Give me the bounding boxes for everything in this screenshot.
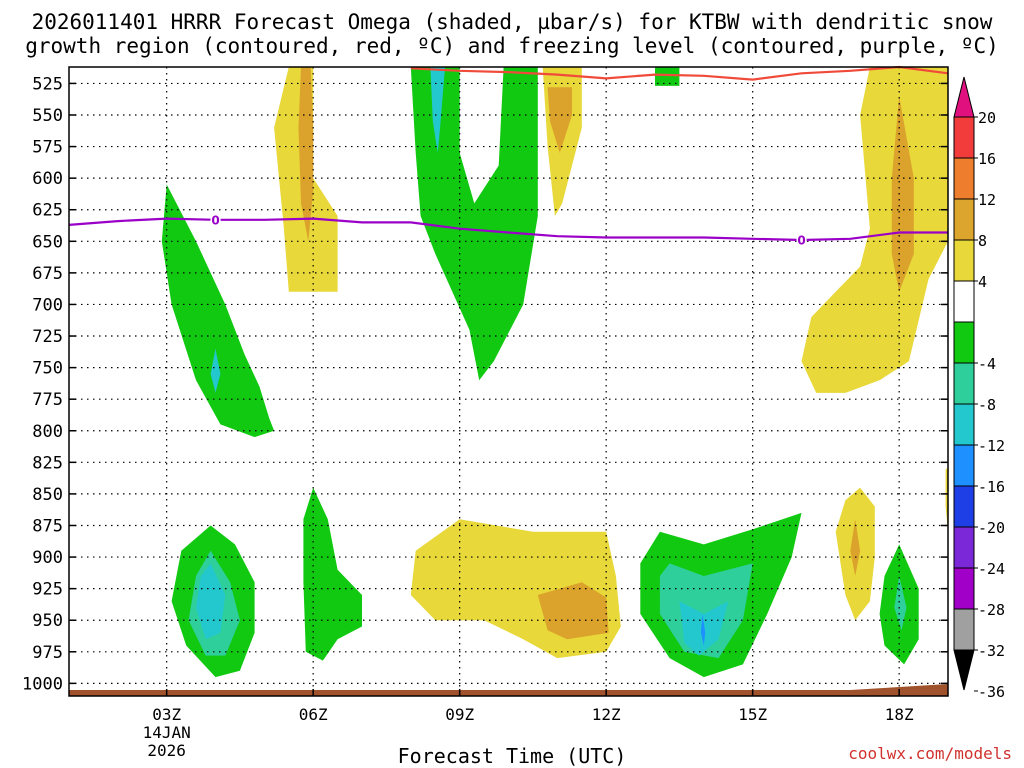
y-tick-label-825: 825: [32, 453, 63, 473]
omega-region-blue-6: [700, 613, 706, 646]
x-year-label: 2026: [147, 741, 186, 760]
omega-region-orange-1: [298, 67, 314, 242]
freezing-level-label-2: 0: [797, 234, 805, 248]
chart-title-line1: 2026011401 HRRR Forecast Omega (shaded, …: [31, 10, 993, 34]
omega-region-green-3: [655, 67, 680, 86]
colorbar-label-12: 12: [978, 191, 996, 209]
colorbar-band--32--28: [953, 567, 975, 610]
x-date-label: 14JAN: [143, 723, 191, 742]
colorbar-band--36--32: [953, 608, 975, 651]
y-tick-label-750: 750: [32, 359, 63, 379]
colorbar-band--8--4: [953, 321, 975, 364]
credit-link[interactable]: coolwx.com/models: [848, 744, 1012, 763]
colorbar-band--12--8: [953, 362, 975, 405]
y-tick-label-525: 525: [32, 74, 63, 94]
ground-surface: [69, 684, 948, 696]
colorbar-label-4: 4: [978, 273, 987, 291]
y-tick-label-950: 950: [32, 611, 63, 631]
y-tick-label-925: 925: [32, 580, 63, 600]
omega-region-green-5: [303, 487, 362, 661]
colorbar-label--8: -8: [978, 396, 996, 414]
omega-region-cyan-2: [430, 67, 445, 153]
omega-region-orange-2: [547, 87, 572, 153]
y-tick-label-850: 850: [32, 485, 63, 505]
colorbar-top-arrow: [953, 76, 975, 118]
omega-region-cyan-1: [210, 348, 221, 393]
freezing-level-line: [68, 217, 948, 242]
colorbar-band-4-8: [953, 239, 975, 282]
x-tick-label-12Z: 12Z: [592, 705, 621, 724]
omega-region-green-2: [410, 67, 538, 381]
y-tick-label-600: 600: [32, 169, 63, 189]
dgz-contour-line: [410, 65, 949, 81]
y-tick-label-875: 875: [32, 516, 63, 536]
y-tick-label-800: 800: [32, 422, 63, 442]
omega-region-green-1: [161, 184, 275, 438]
omega-region-orange-3: [891, 96, 914, 292]
colorbar-band-12-16: [953, 157, 975, 200]
colorbar-label--16: -16: [978, 478, 1005, 496]
colorbar-label--36: -36: [978, 683, 1005, 701]
y-tick-label-975: 975: [32, 643, 63, 663]
y-tick-label-650: 650: [32, 232, 63, 252]
omega-region-teal-7: [894, 576, 907, 631]
y-tick-label-625: 625: [32, 201, 63, 221]
x-tick-label-15Z: 15Z: [738, 705, 767, 724]
colorbar-label-20: 20: [978, 109, 996, 127]
colorbar-label--28: -28: [978, 601, 1005, 619]
y-tick-label-550: 550: [32, 106, 63, 126]
freezing-level-label-1: 0: [211, 213, 219, 227]
y-tick-label-675: 675: [32, 264, 63, 284]
omega-region-orange-4: [537, 582, 609, 640]
colorbar-band-16-20: [953, 116, 975, 159]
colorbar-band-8-12: [953, 198, 975, 241]
x-tick-label-18Z: 18Z: [885, 705, 914, 724]
colorbar-band--4-4: [953, 280, 975, 323]
y-tick-label-575: 575: [32, 138, 63, 158]
colorbar-band--16--12: [953, 403, 975, 446]
colorbar-label-16: 16: [978, 150, 996, 168]
y-tick-label-700: 700: [32, 295, 63, 315]
colorbar-label--24: -24: [978, 560, 1005, 578]
colorbar-band--20--16: [953, 444, 975, 487]
colorbar-label-8: 8: [978, 232, 987, 250]
chart-title-line2: growth region (contoured, red, ºC) and f…: [25, 34, 999, 58]
y-tick-label-725: 725: [32, 327, 63, 347]
colorbar-bottom-arrow: [953, 649, 975, 691]
colorbar-label--12: -12: [978, 437, 1005, 455]
y-tick-label-900: 900: [32, 548, 63, 568]
omega-region-teal-6: [659, 563, 753, 659]
colorbar-band--24--20: [953, 485, 975, 528]
y-tick-label-775: 775: [32, 390, 63, 410]
colorbar-label--32: -32: [978, 642, 1005, 660]
x-tick-label-06Z: 06Z: [299, 705, 328, 724]
omega-region-yellow-3: [801, 67, 948, 393]
x-tick-label-09Z: 09Z: [445, 705, 474, 724]
x-tick-label-03Z: 03Z: [152, 705, 181, 724]
y-tick-label-1000: 1000: [22, 674, 63, 694]
colorbar-label--4: -4: [978, 355, 996, 373]
plot-frame: [68, 66, 949, 697]
omega-region-cyan-4: [196, 563, 226, 640]
x-axis-label: Forecast Time (UTC): [397, 744, 627, 768]
colorbar-band--28--24: [953, 526, 975, 569]
colorbar-label--20: -20: [978, 519, 1005, 537]
omega-region-orange-5: [850, 519, 861, 576]
